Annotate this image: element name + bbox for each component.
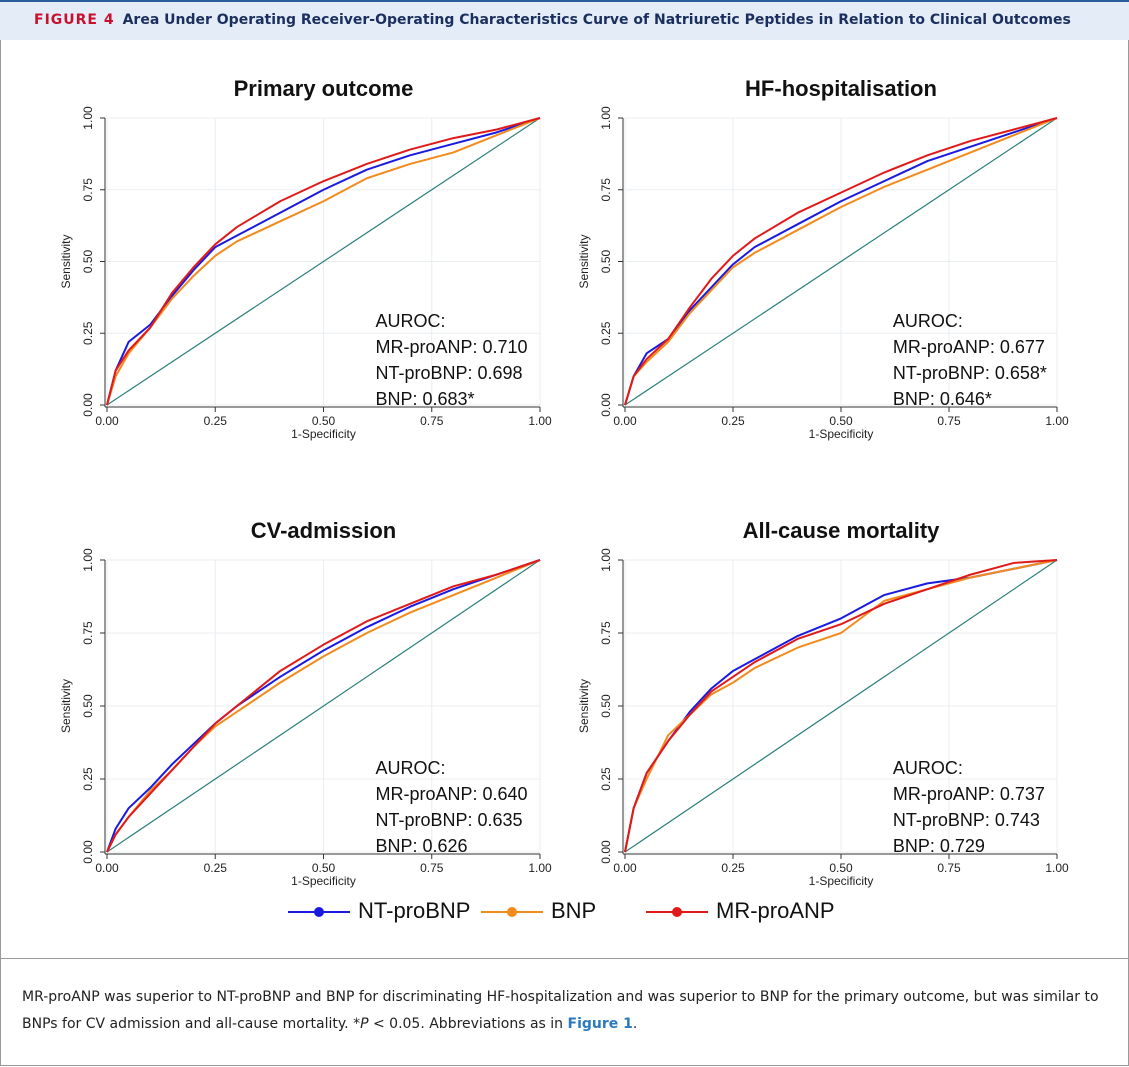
x-tick-label: 0.75 [420,861,444,875]
y-tick-label: 0.75 [81,621,95,645]
x-tick-label: 0.25 [204,861,228,875]
chart-title: HF-hospitalisation [745,76,937,101]
x-tick-label: 0.25 [721,861,745,875]
annotation: BNP: 0.626 [375,836,467,856]
caption-text: < 0.05. Abbreviations as in [368,1016,568,1032]
roc-curve [624,117,1058,406]
y-tick-label: 1.00 [599,106,613,130]
y-tick-label: 1.00 [81,548,95,572]
y-tick-label: 0.75 [599,621,613,645]
annotation: NT-proBNP: 0.635 [375,810,522,830]
legend-label: NT-proBNP [358,898,470,923]
x-tick-label: 0.50 [829,414,853,428]
figure-link[interactable]: Figure 1 [567,1016,633,1032]
annotation: AUROC: [893,311,963,331]
x-tick-label: 0.75 [937,414,961,428]
roc-curve [624,117,1058,406]
annotation: NT-proBNP: 0.743 [893,810,1040,830]
annotation: NT-proBNP: 0.658* [893,363,1047,383]
x-axis-title: 1-Specificity [809,427,874,441]
caption-italic: P [360,1016,369,1032]
x-tick-label: 0.00 [613,861,637,875]
x-tick-label: 0.50 [829,861,853,875]
y-axis-title: Sensitivity [577,679,591,733]
reference-line [106,559,541,853]
annotation: BNP: 0.683* [375,389,474,409]
annotation: MR-proANP: 0.737 [893,784,1045,804]
legend-label: BNP [551,898,596,923]
y-tick-label: 0.50 [81,694,95,718]
y-tick-label: 0.00 [599,840,613,864]
x-tick-label: 1.00 [528,861,552,875]
separator [0,958,1129,959]
y-axis-title: Sensitivity [577,234,591,288]
chart-title: Primary outcome [234,76,414,101]
x-tick-label: 0.00 [95,414,119,428]
annotation: MR-proANP: 0.710 [375,337,527,357]
y-tick-label: 0.00 [81,393,95,417]
x-axis-title: 1-Specificity [291,874,356,888]
annotation: MR-proANP: 0.640 [375,784,527,804]
y-tick-label: 0.25 [81,767,95,791]
y-tick-label: 0.50 [81,249,95,273]
y-tick-label: 0.25 [599,321,613,345]
y-tick-label: 0.25 [81,321,95,345]
roc-curve [106,117,541,406]
annotation: AUROC: [375,311,445,331]
roc-curve [624,117,1058,406]
x-axis-title: 1-Specificity [291,427,356,441]
annotation: BNP: 0.729 [893,836,985,856]
caption: MR-proANP was superior to NT-proBNP and … [22,984,1107,1038]
x-tick-label: 1.00 [528,414,552,428]
annotation: NT-proBNP: 0.698 [375,363,522,383]
legend-label: MR-proANP [716,898,835,923]
caption-text: MR-proANP was superior to NT-proBNP and … [22,989,1099,1032]
x-tick-label: 0.75 [420,414,444,428]
x-tick-label: 0.50 [312,414,336,428]
figure-header: FIGURE 4 Area Under Operating Receiver-Op… [0,0,1129,40]
y-axis-title: Sensitivity [59,234,73,288]
legend-marker [507,907,517,917]
x-tick-label: 0.25 [204,414,228,428]
legend-marker [314,907,324,917]
annotation: AUROC: [375,758,445,778]
roc-curve [624,559,1058,853]
x-tick-label: 0.00 [95,861,119,875]
annotation: AUROC: [893,758,963,778]
roc-curve [624,559,1058,853]
y-tick-label: 0.25 [599,767,613,791]
roc-curve [106,117,541,406]
annotation: MR-proANP: 0.677 [893,337,1045,357]
y-tick-label: 0.50 [599,694,613,718]
y-tick-label: 1.00 [599,548,613,572]
figure-title: Area Under Operating Receiver-Operating … [122,12,1071,28]
legend-marker [672,907,682,917]
figure-label: FIGURE 4 [34,12,115,28]
reference-line [624,117,1058,406]
roc-curve [106,559,541,853]
reference-line [106,117,541,406]
chart-title: CV-admission [251,518,396,543]
reference-line [624,559,1058,853]
x-tick-label: 0.25 [721,414,745,428]
y-axis-title: Sensitivity [59,679,73,733]
y-tick-label: 1.00 [81,106,95,130]
chart-title: All-cause mortality [743,518,941,543]
x-axis-title: 1-Specificity [809,874,874,888]
y-tick-label: 0.75 [599,178,613,202]
annotation: BNP: 0.646* [893,389,992,409]
y-tick-label: 0.00 [81,840,95,864]
x-tick-label: 0.00 [613,414,637,428]
x-tick-label: 1.00 [1045,414,1069,428]
roc-curve [106,117,541,406]
x-tick-label: 0.75 [937,861,961,875]
y-tick-label: 0.75 [81,178,95,202]
y-tick-label: 0.00 [599,393,613,417]
caption-text: . [632,1016,638,1032]
y-tick-label: 0.50 [599,249,613,273]
x-tick-label: 1.00 [1045,861,1069,875]
x-tick-label: 0.50 [312,861,336,875]
